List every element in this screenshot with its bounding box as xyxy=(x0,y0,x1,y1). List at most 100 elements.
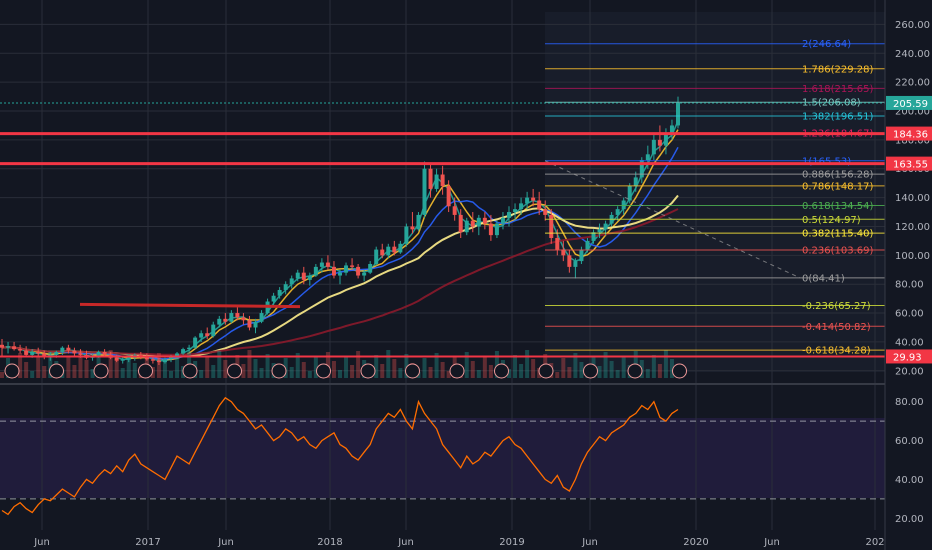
candle-body xyxy=(277,289,282,296)
fib-zone xyxy=(545,12,885,372)
earnings-marker xyxy=(182,363,198,379)
volume-bar xyxy=(609,361,614,378)
volume-bar xyxy=(428,367,433,378)
volume-bar xyxy=(579,362,584,378)
volume-bar xyxy=(301,362,306,378)
candle-body xyxy=(301,272,306,280)
time-tick-label: 2020 xyxy=(683,537,708,548)
earnings-marker xyxy=(405,363,420,379)
candle-body xyxy=(283,284,288,290)
volume-bar xyxy=(313,357,318,378)
candle-body xyxy=(169,356,173,360)
volume-bar xyxy=(482,356,487,378)
candle-body xyxy=(398,243,403,253)
price-axis-background xyxy=(885,0,932,550)
volume-bar xyxy=(663,350,668,378)
price-axis[interactable]: 20.00 40.00 60.00 80.00 100.00 120.00 140.00 16… xyxy=(884,0,932,550)
price-tick-label: 20.00 xyxy=(895,366,924,377)
candle-body xyxy=(187,347,192,350)
volume-bar xyxy=(645,369,650,378)
volume-bar xyxy=(350,365,355,378)
volume-bar xyxy=(380,364,385,378)
candle-body xyxy=(645,154,650,161)
volume-bar xyxy=(150,367,155,378)
volume-bar xyxy=(18,353,23,378)
rsi-panel xyxy=(0,396,885,516)
price-tick-label: 240.00 xyxy=(895,49,930,60)
candle-body xyxy=(72,350,77,354)
candle-body xyxy=(313,266,318,276)
candle-body xyxy=(362,272,367,276)
time-tick-label: Jun xyxy=(763,537,780,548)
candle-body xyxy=(12,346,17,350)
earnings-marker xyxy=(316,363,331,379)
volume-bar xyxy=(289,367,294,378)
candle-body xyxy=(410,226,415,230)
candle-body xyxy=(217,318,222,325)
candle-body xyxy=(344,265,349,273)
candle-body xyxy=(144,356,149,360)
candle-body xyxy=(440,174,445,187)
volume-bar xyxy=(338,370,342,378)
price-badge-label: 29.93 xyxy=(893,352,922,363)
candle-body xyxy=(96,352,101,357)
price-badge-label: 184.36 xyxy=(893,130,928,141)
candle-body xyxy=(0,344,4,348)
fib-level-label: 2(246.64) xyxy=(802,39,851,50)
price-badge xyxy=(886,156,932,171)
earnings-markers xyxy=(4,363,687,379)
fib-level-label: 0.236(103.69) xyxy=(802,246,874,257)
volume-bar xyxy=(30,371,35,378)
candle-body xyxy=(253,321,258,328)
rsi-tick-label: 20.00 xyxy=(895,514,924,525)
price-tick-label: 60.00 xyxy=(895,309,924,320)
volume-bar xyxy=(344,356,349,378)
fib-level-label: -0.618(34.28) xyxy=(802,346,871,357)
candle-body xyxy=(319,262,324,267)
earnings-marker xyxy=(627,363,643,379)
earnings-marker xyxy=(93,363,109,379)
candle-body xyxy=(156,360,161,363)
volume-bar xyxy=(223,360,228,378)
volume-bar xyxy=(567,367,572,378)
earnings-marker xyxy=(360,363,376,379)
candle-body xyxy=(338,272,342,276)
candle-body xyxy=(446,186,451,207)
candle-body xyxy=(452,206,457,215)
volume-bar xyxy=(494,351,499,378)
candle-body xyxy=(464,220,469,233)
volume-bar xyxy=(603,352,608,378)
earnings-marker xyxy=(49,363,64,379)
volume-bar xyxy=(555,372,560,378)
earnings-marker xyxy=(138,363,153,379)
candle-body xyxy=(235,313,240,318)
candle-body xyxy=(525,197,530,204)
candle-body xyxy=(150,359,155,361)
volume-bar xyxy=(525,350,530,378)
volume-bar xyxy=(519,364,524,378)
volume-bar xyxy=(114,359,119,378)
earnings-marker xyxy=(494,363,509,379)
volume-bar xyxy=(295,353,300,378)
time-tick-label: 2018 xyxy=(317,537,342,548)
moving-average-line xyxy=(1,208,679,356)
candle-body xyxy=(494,223,499,236)
volume-bar xyxy=(597,366,602,378)
volume-bar xyxy=(470,361,475,378)
candle-body xyxy=(181,349,186,354)
candle-body xyxy=(307,275,312,280)
earnings-marker xyxy=(449,363,465,379)
candle-body xyxy=(102,352,107,355)
fib-level-label: 1(165.53) xyxy=(802,156,851,167)
price-badge-label: 205.59 xyxy=(893,99,928,110)
volume-bar xyxy=(66,356,71,378)
candle-body xyxy=(476,217,481,227)
earnings-marker xyxy=(227,363,242,379)
fib-level-label: 0.382(115.40) xyxy=(802,229,874,240)
volume-bar xyxy=(162,362,167,378)
candle-body xyxy=(513,209,518,213)
time-axis[interactable]: Jun 2017 Jun 2018 Jun 2019 Jun 2020 Jun 202 xyxy=(33,537,884,548)
candle-body xyxy=(567,255,572,267)
candle-body xyxy=(386,246,391,256)
